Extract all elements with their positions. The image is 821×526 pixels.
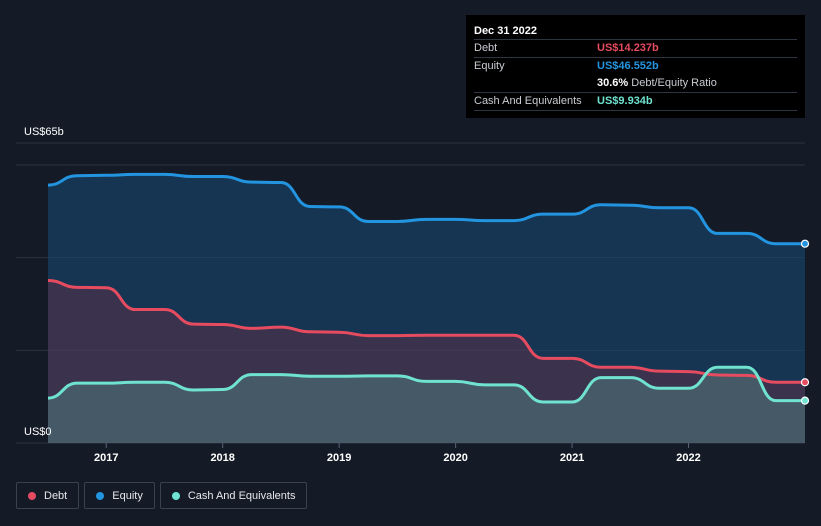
tooltip-debt-value: US$14.237b: [597, 42, 659, 54]
debt-end-marker: [800, 378, 810, 387]
legend-item-cash[interactable]: Cash And Equivalents: [159, 482, 308, 509]
tooltip-row-ratio: 30.6% Debt/Equity Ratio: [474, 75, 797, 92]
cash-and-equivalents-area: [48, 367, 805, 443]
tooltip-row-cash: Cash And Equivalents US$9.934b: [474, 92, 797, 111]
x-axis-ticks: 2017 2018 2019 2020 2021 2022: [94, 443, 701, 464]
chart-legend: Debt Equity Cash And Equivalents: [16, 482, 312, 509]
equity-line: [47, 172, 805, 246]
cash-and-equivalents-end-marker: [800, 396, 810, 405]
tooltip-debt-label: Debt: [474, 42, 498, 54]
debt-area: [48, 280, 805, 443]
legend-label-debt: Debt: [44, 489, 68, 502]
x-tick-label-2021: 2021: [560, 452, 584, 464]
data-tooltip: Dec 31 2022 Debt US$14.237b Equity US$46…: [466, 15, 805, 118]
tooltip-row-equity: Equity US$46.552b: [474, 57, 797, 75]
debt-line: [47, 278, 805, 384]
tooltip-equity-value: US$46.552b: [597, 60, 659, 72]
tooltip-cash-value: US$9.934b: [597, 95, 653, 107]
x-tick-label-2018: 2018: [210, 452, 234, 464]
tooltip-ratio-spacer: [474, 75, 597, 92]
tooltip-cash-label: Cash And Equivalents: [474, 95, 582, 107]
tooltip-equity-label: Equity: [474, 60, 505, 72]
equity-area: [48, 174, 805, 443]
tooltip-ratio-value: 30.6% Debt/Equity Ratio: [597, 75, 717, 92]
tooltip-ratio-number: 30.6%: [597, 77, 629, 89]
equity-end-marker: [800, 239, 810, 248]
cash-and-equivalents-line: [47, 365, 805, 404]
x-tick-label-2022: 2022: [676, 452, 700, 464]
series-areas: [48, 174, 805, 443]
legend-item-equity[interactable]: Equity: [84, 482, 155, 509]
y-axis-bottom-label: US$0: [24, 426, 52, 438]
series-lines: [47, 172, 805, 404]
x-tick-label-2020: 2020: [443, 452, 467, 464]
legend-dot-debt: [28, 491, 36, 500]
legend-dot-cash: [171, 491, 180, 500]
series-end-markers: [800, 239, 810, 405]
y-axis-top-label: US$65b: [24, 126, 64, 138]
legend-dot-equity: [96, 491, 105, 500]
legend-item-debt[interactable]: Debt: [16, 482, 80, 509]
x-tick-label-2019: 2019: [327, 452, 351, 464]
tooltip-row-debt: Debt US$14.237b: [474, 39, 797, 57]
legend-label-cash: Cash And Equivalents: [187, 489, 296, 502]
x-tick-label-2017: 2017: [94, 452, 118, 464]
tooltip-date: Dec 31 2022: [474, 25, 537, 37]
legend-label-equity: Equity: [112, 489, 143, 502]
tooltip-ratio-suffix: Debt/Equity Ratio: [631, 77, 717, 89]
